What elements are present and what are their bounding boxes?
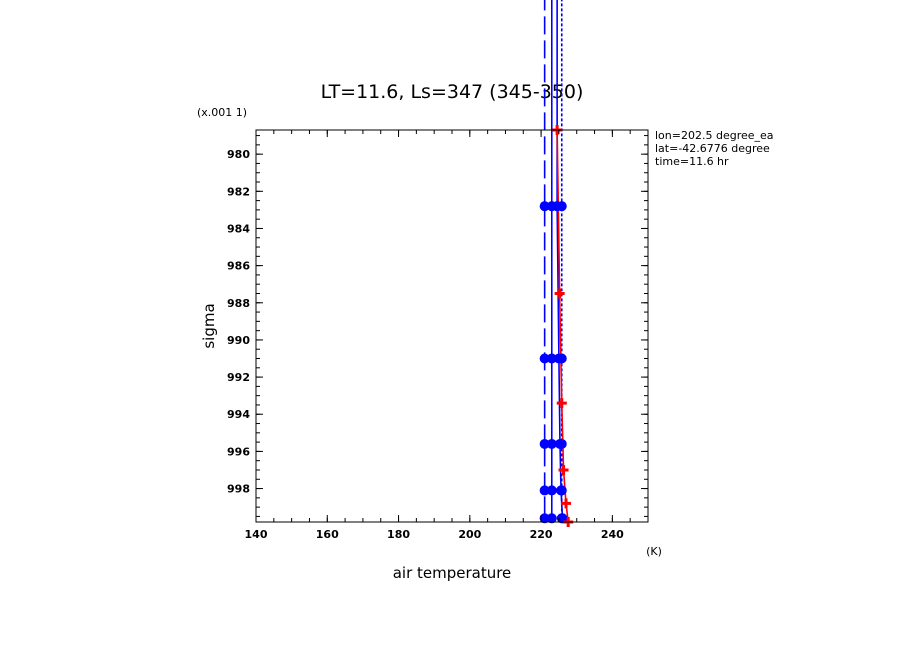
y-axis-label: sigma (200, 303, 218, 348)
series-marker-plus (561, 498, 572, 509)
annotation-lon: lon=202.5 degree_ea (655, 129, 774, 142)
y-tick-label: 988 (227, 297, 250, 310)
series-marker-dot (539, 201, 550, 212)
y-tick-label: 982 (227, 185, 250, 198)
series-marker-plus (554, 288, 565, 299)
y-tick-label: 980 (227, 148, 250, 161)
series-marker-dot (556, 438, 567, 449)
series-marker-dot (539, 353, 550, 364)
x-axis-label: air temperature (393, 564, 512, 582)
y-scale-note: (x.001 1) (197, 106, 247, 119)
y-tick-label: 992 (227, 371, 250, 384)
chart-title: LT=11.6, Ls=347 (345-350) (321, 81, 584, 103)
series-marker-dot (556, 353, 567, 364)
annotation-lat: lat=-42.6776 degree (655, 142, 770, 155)
series-marker-dot (539, 438, 550, 449)
y-tick-label: 990 (227, 334, 250, 347)
series-marker-plus (558, 464, 569, 475)
series-marker-dot (546, 353, 557, 364)
annotation-time: time=11.6 hr (655, 155, 729, 168)
y-tick-label: 984 (227, 222, 250, 235)
annotation-cutoff (780, 126, 904, 172)
x-tick-label: 240 (601, 528, 624, 541)
annotation-block: lon=202.5 degree_ea lat=-42.6776 degree … (655, 129, 774, 168)
y-tick-label: 994 (227, 408, 250, 421)
y-tick-label: 986 (227, 260, 250, 273)
series-marker-dot (546, 513, 557, 524)
series-marker-dot (546, 438, 557, 449)
series-marker-dot (539, 513, 550, 524)
y-tick-label: 996 (227, 445, 250, 458)
x-tick-label: 200 (458, 528, 481, 541)
series-marker-dot (546, 485, 557, 496)
y-tick-label: 998 (227, 483, 250, 496)
x-axis: 140 160 180 200 220 240 (245, 130, 649, 541)
x-tick-label: 140 (245, 528, 268, 541)
x-tick-label: 160 (316, 528, 339, 541)
x-tick-label: 180 (387, 528, 410, 541)
series-marker-dot (556, 201, 567, 212)
y-axis: 980 982 984 986 988 990 992 994 996 998 (227, 135, 648, 517)
series-marker-dot (539, 485, 550, 496)
x-unit: (K) (646, 545, 662, 558)
plot-frame (255, 129, 649, 523)
series-marker-plus (556, 398, 567, 409)
series-marker-dot (556, 485, 567, 496)
x-tick-label: 220 (530, 528, 553, 541)
